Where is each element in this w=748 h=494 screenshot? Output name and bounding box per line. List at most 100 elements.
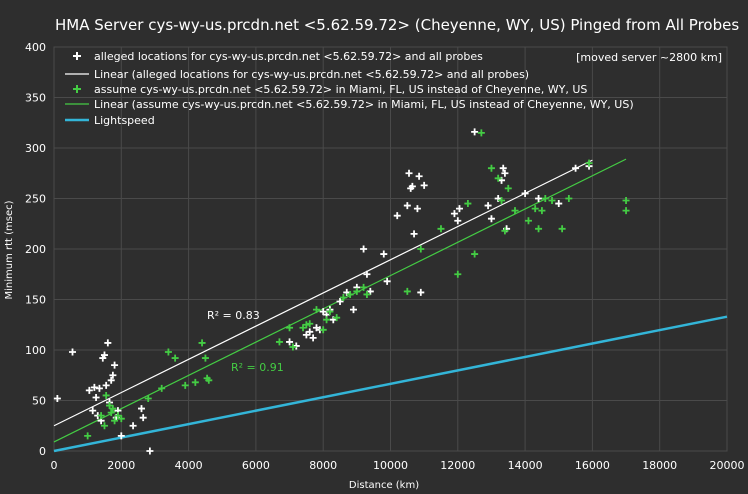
point-miami: [144, 394, 152, 402]
y-tick-label: 150: [25, 294, 46, 307]
point-alleged: [572, 164, 580, 172]
point-miami: [360, 283, 368, 291]
point-miami: [531, 205, 539, 213]
x-tick-label: 0: [51, 459, 58, 472]
point-miami: [84, 432, 92, 440]
chart-title: HMA Server cys-wy-us.prcdn.net <5.62.59.…: [55, 16, 739, 34]
point-alleged: [286, 338, 294, 346]
point-alleged: [102, 381, 110, 389]
x-tick-label: 12000: [440, 459, 475, 472]
x-tick-label: 14000: [508, 459, 543, 472]
point-miami: [107, 409, 115, 417]
point-alleged: [107, 376, 115, 384]
x-tick-label: 10000: [373, 459, 408, 472]
x-tick-label: 20000: [710, 459, 745, 472]
point-alleged: [484, 202, 492, 210]
point-miami: [158, 384, 166, 392]
plus-marker-icon: [73, 85, 81, 93]
point-miami: [181, 381, 189, 389]
legend-label-miami: assume cys-wy-us.prcdn.net <5.62.59.72> …: [94, 83, 587, 96]
y-tick-label: 200: [25, 243, 46, 256]
point-miami: [494, 174, 502, 182]
point-miami: [97, 412, 105, 420]
point-miami: [164, 348, 172, 356]
point-miami: [477, 129, 485, 137]
point-alleged: [109, 371, 117, 379]
point-miami: [275, 338, 283, 346]
point-miami: [585, 159, 593, 167]
point-miami: [286, 324, 294, 332]
point-miami: [504, 184, 512, 192]
point-alleged: [104, 339, 112, 347]
point-alleged: [403, 202, 411, 210]
point-alleged: [380, 250, 388, 258]
x-tick-label: 8000: [309, 459, 337, 472]
legend-label-linear-alleged: Linear (alleged locations for cys-wy-us.…: [94, 68, 529, 81]
y-tick-label: 50: [32, 395, 46, 408]
point-miami: [622, 197, 630, 205]
point-miami: [565, 195, 573, 202]
point-miami: [353, 287, 361, 295]
y-tick-label: 250: [25, 193, 46, 206]
x-tick-label: 2000: [107, 459, 135, 472]
point-miami: [319, 326, 327, 334]
point-alleged: [383, 277, 391, 285]
point-miami: [498, 197, 506, 205]
legend-label-alleged: alleged locations for cys-wy-us.prcdn.ne…: [94, 50, 483, 63]
y-tick-label: 0: [39, 445, 46, 458]
r2-label-alleged: R² = 0.83: [207, 309, 260, 322]
point-alleged: [363, 270, 371, 278]
point-miami: [437, 225, 445, 233]
y-axis-label: Minimum rtt (msec): [4, 200, 15, 299]
point-miami: [201, 354, 209, 362]
x-tick-label: 16000: [575, 459, 610, 472]
point-alleged: [90, 383, 98, 391]
point-miami: [417, 245, 425, 253]
legend-item-miami: assume cys-wy-us.prcdn.net <5.62.59.72> …: [73, 83, 587, 96]
point-miami: [454, 270, 462, 278]
point-miami: [102, 391, 110, 399]
point-alleged: [450, 210, 458, 218]
point-miami: [538, 207, 546, 215]
point-alleged: [69, 348, 77, 356]
point-miami: [403, 287, 411, 295]
point-alleged: [89, 407, 97, 415]
point-miami: [558, 225, 566, 233]
point-miami: [524, 217, 532, 225]
point-alleged: [129, 422, 137, 430]
legend-item-lightspeed: Lightspeed: [65, 114, 155, 127]
point-miami: [464, 200, 472, 208]
point-alleged: [535, 195, 543, 202]
point-miami: [205, 376, 213, 384]
point-alleged: [111, 361, 119, 369]
point-alleged: [146, 447, 154, 455]
y-tick-label: 100: [25, 344, 46, 357]
point-alleged: [417, 288, 425, 296]
point-miami: [100, 422, 108, 430]
lightspeed-line: [53, 315, 728, 453]
point-miami: [501, 227, 509, 235]
r2-label-miami: R² = 0.91: [231, 361, 284, 374]
legend-item-alleged: alleged locations for cys-wy-us.prcdn.ne…: [73, 50, 483, 63]
x-tick-labels: 0 2000 4000 6000 8000 10000 12000 14000 16000 180…: [51, 459, 745, 472]
point-miami: [312, 306, 320, 314]
point-alleged: [413, 205, 421, 213]
point-miami: [535, 225, 543, 233]
point-alleged: [555, 200, 563, 208]
point-alleged: [139, 414, 147, 422]
point-miami: [171, 354, 179, 362]
x-tick-label: 4000: [175, 459, 203, 472]
point-alleged: [92, 393, 100, 401]
point-miami: [511, 207, 519, 215]
point-alleged: [360, 245, 368, 253]
point-miami: [471, 250, 479, 258]
point-miami: [541, 195, 549, 202]
point-miami: [363, 290, 371, 298]
point-miami: [191, 378, 199, 386]
trendline: [53, 159, 593, 427]
point-alleged: [306, 328, 314, 336]
legend-label-lightspeed: Lightspeed: [94, 114, 155, 127]
point-alleged: [471, 128, 479, 136]
